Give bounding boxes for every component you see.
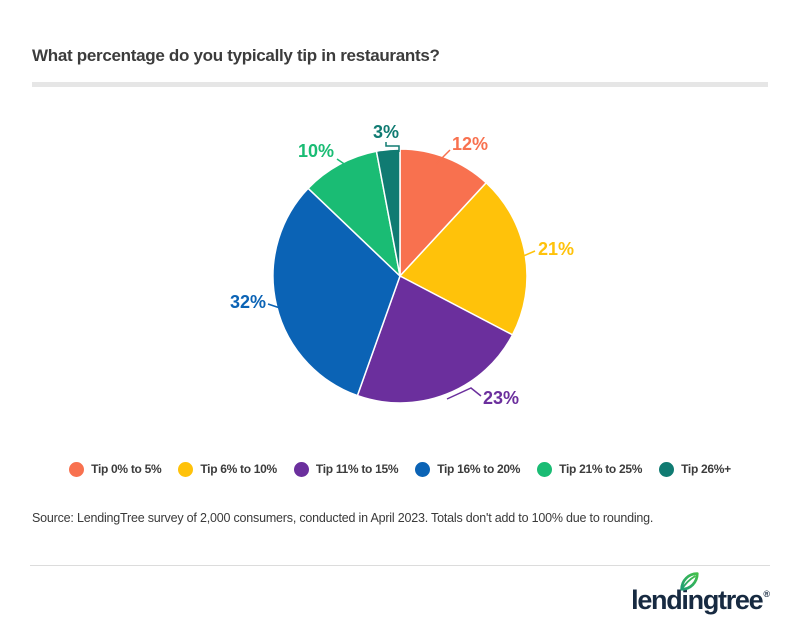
title-divider [32,82,768,87]
legend-dot-1 [178,461,194,477]
legend-dot-3 [415,461,431,477]
pie-chart: 12% 21% 23% 32% 10% 3% [230,122,574,408]
pie-slice-5 [375,148,401,277]
pie-label-connector-3 [267,303,281,309]
legend-label-5: Tip 26%+ [681,462,731,476]
legend-label-4: Tip 21% to 25% [559,462,643,476]
lendingtree-logo: lendingtree® [631,572,770,616]
pie-value-label-4: 10% [298,141,334,161]
pie-slice-0 [399,148,487,277]
pie-slice-1 [399,182,528,336]
footer-divider [30,565,770,566]
pie-label-connector-5 [385,142,400,152]
pie-label-connector-4 [336,158,354,171]
pie-label-connector-2 [446,387,482,400]
pie-slice-4 [307,150,401,277]
pie-value-label-2: 23% [483,388,519,408]
legend-dot-5 [659,461,675,477]
pie-slice-2 [356,275,514,404]
legend-item-3: Tip 16% to 20% [415,461,521,477]
legend-dot-4 [537,461,553,477]
pie-label-connector-0 [435,149,451,165]
legend-label-1: Tip 6% to 10% [200,462,277,476]
pie-value-label-0: 12% [452,134,488,154]
source-note: Source: LendingTree survey of 2,000 cons… [32,511,654,525]
legend-label-0: Tip 0% to 5% [91,462,162,476]
legend-label-2: Tip 11% to 15% [315,462,399,476]
pie-value-label-5: 3% [373,122,399,142]
registered-mark: ® [763,589,770,599]
legend-item-1: Tip 6% to 10% [178,461,277,477]
pie-value-label-1: 21% [538,239,574,259]
legend-label-3: Tip 16% to 20% [437,462,521,476]
legend-item-0: Tip 0% to 5% [69,461,162,477]
pie-value-label-3: 32% [230,292,266,312]
leaf-icon [680,572,699,591]
pie-label-connector-1 [520,250,536,258]
chart-legend: Tip 0% to 5% Tip 6% to 10% Tip 11% to 15% T… [0,455,800,483]
legend-item-2: Tip 11% to 15% [293,461,399,477]
legend-item-5: Tip 26%+ [659,461,731,477]
logo-wordmark: lendingtree [631,585,764,615]
legend-item-4: Tip 21% to 25% [537,461,643,477]
pie-slice-3 [272,187,401,397]
legend-dot-0 [69,461,85,477]
legend-dot-2 [293,461,309,477]
chart-title: What percentage do you typically tip in … [32,46,440,65]
